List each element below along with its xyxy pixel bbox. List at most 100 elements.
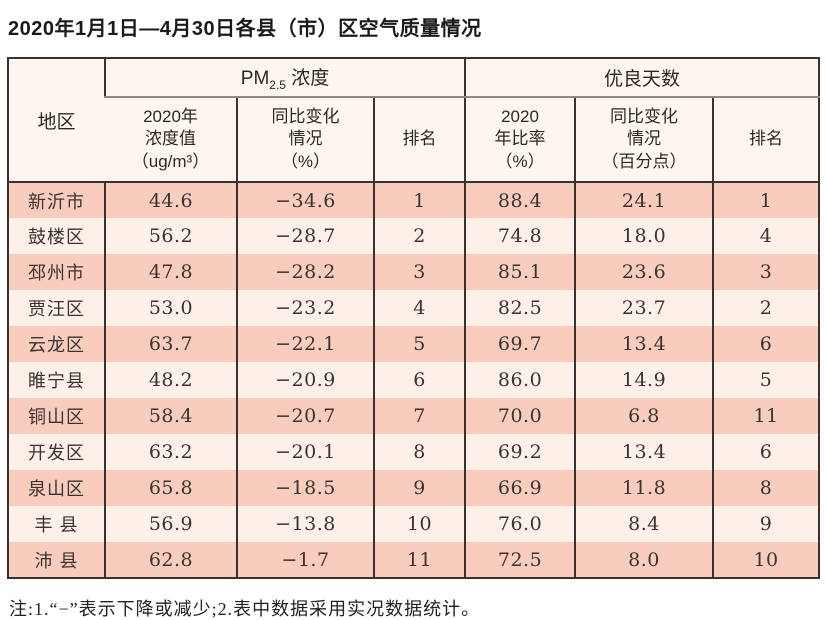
pm-rank-cell: 1 [372, 182, 466, 218]
pm-change-cell: −23.2 [236, 290, 374, 326]
region-cell: 丰 县 [34, 515, 79, 535]
pm-change-cell: −28.2 [236, 254, 374, 290]
table-row: 沛 县 62.8 −1.7 11 72.5 8.0 10 [8, 542, 820, 578]
region-cell: 睢宁县 [28, 371, 85, 391]
table-row: 鼓楼区 56.2 −28.7 2 74.8 18.0 4 [8, 218, 820, 254]
good-ratio-cell: 66.9 [464, 470, 576, 506]
pm-rank-cell: 2 [372, 218, 466, 254]
good-change-cell: 11.8 [574, 470, 714, 506]
pm-change-cell: −20.7 [236, 398, 374, 434]
header-good-ratio: 2020 年比率 （%） [464, 97, 576, 183]
header-sub-row: 2020年 浓度值 （ug/m³） 同比变化 情况 （%） 排名 2020 年比… [8, 97, 820, 183]
good-ratio-cell: 74.8 [464, 218, 576, 254]
header-good-rank: 排名 [712, 97, 820, 183]
pm-rank-cell: 8 [372, 434, 466, 470]
good-ratio-cell: 82.5 [464, 290, 576, 326]
page-title: 2020年1月1日—4月30日各县（市）区空气质量情况 [8, 18, 482, 40]
table-body: 新沂市 44.6 −34.6 1 88.4 24.1 1 鼓楼区 56.2 −28.7 2 74.8 1… [8, 182, 820, 578]
good-rank-cell: 5 [712, 362, 820, 398]
header-pm-rank: 排名 [372, 97, 466, 183]
region-cell: 开发区 [28, 443, 85, 463]
header-good-change: 同比变化 情况 （百分点） [574, 97, 714, 183]
table-row: 泉山区 65.8 −18.5 9 66.9 11.8 8 [8, 470, 820, 506]
good-ratio-cell: 72.5 [464, 542, 576, 578]
region-cell: 泉山区 [28, 479, 85, 499]
good-ratio-cell: 86.0 [464, 362, 576, 398]
table-row: 开发区 63.2 −20.1 8 69.2 13.4 6 [8, 434, 820, 470]
pm-change-cell: −20.1 [236, 434, 374, 470]
pm-value-cell: 56.9 [104, 506, 237, 542]
pm-value-cell: 44.6 [104, 182, 237, 218]
pm-value-cell: 56.2 [104, 218, 237, 254]
pm-value-cell: 47.8 [104, 254, 237, 290]
pm-change-cell: −1.7 [236, 542, 374, 578]
region-cell: 贾汪区 [28, 299, 85, 319]
header-pm-change: 同比变化 情况 （%） [236, 97, 374, 183]
good-ratio-cell: 70.0 [464, 398, 576, 434]
pm-change-cell: −20.9 [236, 362, 374, 398]
table-row: 新沂市 44.6 −34.6 1 88.4 24.1 1 [8, 182, 820, 218]
pm-value-cell: 48.2 [104, 362, 237, 398]
good-ratio-cell: 69.7 [464, 326, 576, 362]
pm-change-cell: −22.1 [236, 326, 374, 362]
header-pm-value: 2020年 浓度值 （ug/m³） [105, 97, 237, 183]
good-change-cell: 23.6 [574, 254, 714, 290]
good-rank-cell: 3 [712, 254, 820, 290]
pm-value-cell: 62.8 [104, 542, 237, 578]
pm-rank-cell: 7 [372, 398, 466, 434]
good-change-cell: 23.7 [574, 290, 714, 326]
pm25-label-subscript: 2.5 [269, 77, 286, 92]
pm-rank-cell: 6 [372, 362, 466, 398]
region-cell: 新沂市 [28, 191, 85, 212]
pm-change-cell: −13.8 [236, 506, 374, 542]
pm-change-cell: −18.5 [236, 470, 374, 506]
region-cell: 铜山区 [28, 407, 85, 427]
good-change-cell: 8.4 [574, 506, 714, 542]
pm25-label-suffix: 浓度 [285, 68, 330, 90]
pm-rank-cell: 4 [372, 290, 466, 326]
pm-rank-cell: 10 [372, 506, 466, 542]
footnote: 注:1.“−”表示下降或减少;2.表中数据采用实况数据统计。 [9, 599, 481, 619]
pm-value-cell: 65.8 [104, 470, 237, 506]
pm-change-cell: −28.7 [236, 218, 374, 254]
header-group-row: 地区 PM2.5 浓度 优良天数 [8, 58, 820, 183]
pm-change-cell: −34.6 [236, 182, 374, 218]
air-quality-table: 地区 PM2.5 浓度 优良天数 2020年 浓度值 （ug/m³） 同比变化 … [7, 57, 821, 579]
pm-value-cell: 58.4 [104, 398, 237, 434]
table-header: 地区 PM2.5 浓度 优良天数 2020年 浓度值 （ug/m³） 同比变化 … [8, 58, 820, 183]
good-rank-cell: 2 [712, 290, 820, 326]
pm-value-cell: 53.0 [104, 290, 237, 326]
region-cell: 邳州市 [28, 263, 85, 283]
table-row: 铜山区 58.4 −20.7 7 70.0 6.8 11 [8, 398, 820, 434]
table-row: 丰 县 56.9 −13.8 10 76.0 8.4 9 [8, 506, 820, 542]
good-change-cell: 18.0 [574, 218, 714, 254]
table-row: 邳州市 47.8 −28.2 3 85.1 23.6 3 [8, 254, 820, 290]
pm25-label-prefix: PM [240, 68, 270, 90]
good-rank-cell: 11 [712, 398, 820, 434]
pm-value-cell: 63.7 [104, 326, 237, 362]
header-region: 地区 [8, 58, 105, 183]
good-change-cell: 13.4 [574, 434, 714, 470]
region-cell: 云龙区 [28, 335, 85, 355]
table-row: 云龙区 63.7 −22.1 5 69.7 13.4 6 [8, 326, 820, 362]
good-ratio-cell: 76.0 [464, 506, 576, 542]
pm-rank-cell: 5 [372, 326, 466, 362]
good-ratio-cell: 69.2 [464, 434, 576, 470]
pm-value-cell: 63.2 [104, 434, 237, 470]
good-rank-cell: 9 [712, 506, 820, 542]
header-good-days-group: 优良天数 [464, 58, 820, 98]
good-ratio-cell: 85.1 [464, 254, 576, 290]
good-change-cell: 13.4 [574, 326, 714, 362]
good-change-cell: 8.0 [574, 542, 714, 578]
good-rank-cell: 4 [712, 218, 820, 254]
good-rank-cell: 6 [712, 326, 820, 362]
good-change-cell: 6.8 [574, 398, 714, 434]
table-row: 睢宁县 48.2 −20.9 6 86.0 14.9 5 [8, 362, 820, 398]
good-rank-cell: 1 [712, 182, 820, 218]
pm-rank-cell: 11 [372, 542, 466, 578]
region-cell: 鼓楼区 [28, 227, 85, 247]
header-pm25-group: PM2.5 浓度 [103, 58, 466, 98]
good-rank-cell: 8 [712, 470, 820, 506]
table-row: 贾汪区 53.0 −23.2 4 82.5 23.7 2 [8, 290, 820, 326]
